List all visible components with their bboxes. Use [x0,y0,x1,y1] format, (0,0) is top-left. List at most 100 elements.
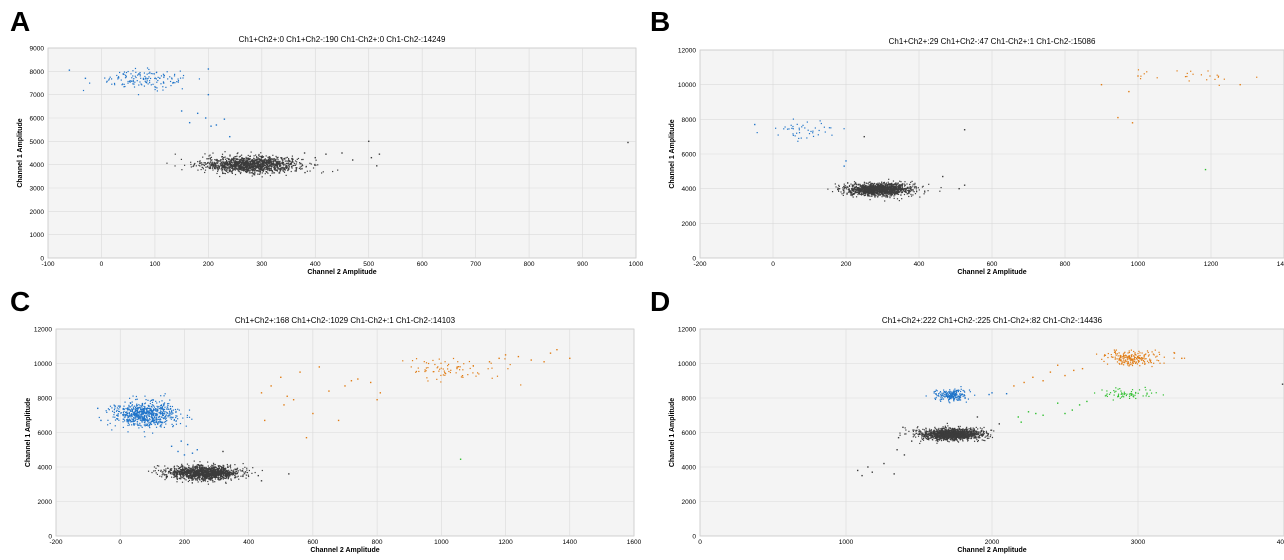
droplet-ch1negch2neg [275,155,277,158]
x-tick-label: 300 [256,261,267,268]
droplet-ch1negch2neg [252,164,254,166]
droplet-ch1negch2neg [855,182,857,184]
droplet-ch1negch2neg [262,169,264,172]
droplet-ch1negch2neg [268,169,271,172]
droplet-ch1negch2neg [262,168,265,170]
droplet-ch1negch2neg [897,188,900,190]
droplet-ch1negch2neg [251,175,253,177]
droplet-ch1negch2neg [202,465,204,467]
droplet-ch1negch2neg [191,482,194,484]
droplet-ch1posch2neg [140,83,142,85]
droplet-ch1negch2neg [227,472,229,474]
droplet-ch1negch2neg [165,468,167,470]
droplet-ch1posch2neg [154,88,156,91]
droplet-ch1negch2neg [173,472,175,474]
droplet-ch1negch2neg [215,466,217,468]
droplet-ch1negch2neg [879,190,881,192]
droplet-ch1negch2neg [279,165,281,167]
droplet-ch1negch2neg [205,467,207,469]
droplet-ch1negch2neg [176,465,178,467]
droplet-ch1negch2neg [245,158,247,160]
droplet-ch1negch2neg [883,184,885,186]
droplet-ch1negch2neg [235,471,237,473]
droplet-ch1negch2neg [274,169,276,171]
droplet-ch1negch2neg [208,468,210,471]
droplet-ch1negch2neg [309,170,311,172]
droplet-ch1negch2neg [223,161,225,163]
droplet-ch1negch2neg [207,475,209,477]
droplet-ch1negch2neg [841,193,843,195]
droplet-ch1posch2neg [175,411,177,414]
droplet-ch1negch2neg [851,186,853,188]
droplet-ch1negch2neg [300,165,303,167]
droplet-ch1negch2neg [201,477,204,479]
droplet-ch1posch2neg [68,69,71,71]
droplet-ch1posch2neg [179,70,181,72]
droplet-ch1posch2neg [156,90,158,92]
droplet-ch1negch2neg [234,477,236,479]
droplet-ch1negch2neg [267,168,269,171]
droplet-ch1posch2neg [128,405,130,408]
droplet-ch1negch2neg [207,158,210,160]
droplet-ch1negch2neg [262,163,264,166]
droplet-ch1negch2neg [264,164,266,166]
droplet-ch1negch2neg [885,187,887,190]
droplet-ch1negch2neg [194,475,196,477]
droplet-ch1negch2neg [178,467,181,469]
droplet-ch1negch2neg [837,189,839,191]
droplet-ch1posch2neg [140,77,142,79]
droplet-ch1negch2neg [862,192,864,194]
droplet-ch1negch2neg [187,480,189,483]
droplet-ch1posch2neg [167,408,170,410]
droplet-ch1posch2neg [156,81,158,83]
droplet-ch1negch2neg [230,161,232,163]
droplet-ch1negch2neg [291,155,294,157]
droplet-ch1negch2neg [173,466,175,468]
droplet-ch1negch2neg [254,169,256,172]
droplet-ch1negch2neg [865,192,867,194]
droplet-ch1negch2neg [899,191,901,193]
droplet-ch1negch2neg [883,188,885,190]
droplet-ch1negch2neg [899,185,901,187]
droplet-ch1posch2neg [117,413,119,415]
droplet-ch1negch2neg [873,182,876,185]
droplet-ch1negch2neg [242,160,244,162]
droplet-ch1posch2neg [817,134,819,136]
droplet-ch1posch2neg [798,129,800,131]
droplet-ch1negch2neg [261,156,264,159]
droplet-ch1posch2neg [142,78,145,80]
droplet-ch1negch2neg [250,164,252,166]
droplet-ch1posch2pos [1143,73,1145,75]
y-tick-label: 0 [692,256,696,263]
droplet-ch1negch2neg [190,468,192,470]
droplet-ch1negch2neg [192,474,194,476]
droplet-ch1negch2neg [215,166,217,168]
droplet-ch1negch2neg [910,187,912,190]
droplet-ch1negch2neg [865,187,867,189]
droplet-ch1negch2pos [1204,168,1207,171]
y-tick-label: 2000 [682,221,697,228]
droplet-ch1negch2neg [859,184,861,186]
droplet-ch1negch2neg [210,163,213,165]
droplet-ch1posch2neg [149,82,151,84]
droplet-ch1negch2neg [274,167,276,169]
droplet-ch1negch2neg [279,160,281,163]
droplet-ch1posch2neg [148,76,150,78]
droplet-ch1negch2neg [203,473,205,475]
droplet-ch1negch2neg [881,186,883,188]
droplet-ch1posch2neg [141,412,143,414]
droplet-ch1negch2neg [215,471,217,473]
droplet-ch1negch2neg [239,155,242,157]
droplet-ch1negch2neg [224,151,226,153]
droplet-ch1negch2neg [262,160,264,162]
droplet-ch1negch2neg [260,162,262,164]
droplet-ch1posch2neg [123,410,125,413]
droplet-ch1posch2neg [140,417,142,419]
droplet-ch1negch2neg [253,169,255,171]
droplet-ch1negch2neg [213,467,215,470]
droplet-ch1negch2neg [205,474,207,476]
droplet-ch1negch2neg [864,186,866,188]
droplet-ch1negch2neg [208,167,210,169]
droplet-ch1negch2neg [855,185,857,187]
droplet-ch1negch2neg [209,157,211,159]
